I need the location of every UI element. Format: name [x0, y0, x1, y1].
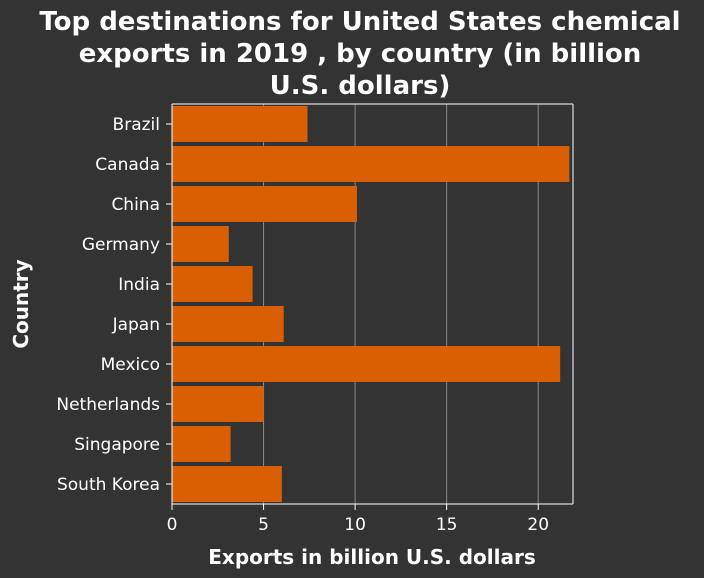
y-tick-label: Mexico: [101, 355, 160, 375]
x-axis-label: Exports in billion U.S. dollars: [208, 545, 535, 569]
chart-title-line: exports in 2019 , by country (in billion: [79, 39, 642, 69]
bar: [172, 306, 284, 342]
x-tick-label: 5: [258, 515, 269, 535]
x-tick-label: 0: [167, 515, 178, 535]
x-tick-label: 20: [527, 515, 549, 535]
x-tick-label: 10: [344, 515, 366, 535]
x-tick-label: 15: [436, 515, 458, 535]
bar: [172, 386, 264, 422]
chart-title-line: Top destinations for United States chemi…: [39, 7, 680, 37]
y-tick-label: Japan: [112, 315, 160, 335]
bar: [172, 146, 570, 182]
y-tick-label: Canada: [95, 155, 160, 175]
bar: [172, 226, 229, 262]
bar: [172, 106, 308, 142]
y-tick-label: Netherlands: [56, 395, 160, 415]
bar: [172, 426, 231, 462]
y-tick-label: India: [118, 275, 160, 295]
chart-title-line: U.S. dollars): [270, 71, 451, 101]
y-tick-label: China: [111, 195, 160, 215]
y-tick-label: South Korea: [57, 475, 160, 495]
bar: [172, 346, 561, 382]
plot-area: Brazil Canada China Germany India Japan Mexico…: [56, 103, 574, 535]
y-axis-label: Country: [9, 259, 33, 348]
bar: [172, 266, 253, 302]
chart-title: Top destinations for United States chemi…: [39, 7, 680, 101]
bar: [172, 466, 282, 502]
y-tick-label: Singapore: [74, 435, 160, 455]
y-tick-label: Brazil: [113, 115, 160, 135]
y-tick-label: Germany: [82, 235, 160, 255]
bar: [172, 186, 357, 222]
